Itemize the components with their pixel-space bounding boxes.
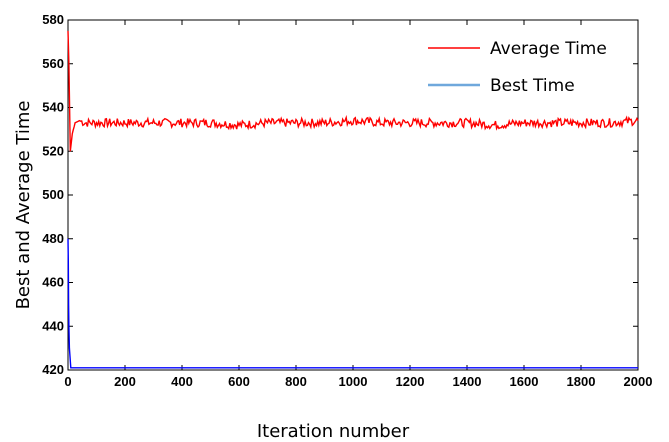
y-tick-label: 440	[42, 318, 64, 333]
x-tick-label: 400	[171, 374, 193, 389]
y-axis-label: Best and Average Time	[13, 101, 34, 310]
y-tick-label: 460	[42, 275, 64, 290]
x-axis: 0 200 400 600 800 1000 1200 1400 1600 1800 2000	[64, 20, 652, 389]
x-tick-label: 0	[64, 374, 71, 389]
y-tick-label: 420	[42, 362, 64, 377]
y-tick-label: 480	[42, 231, 64, 246]
legend-label: Average Time	[490, 39, 607, 59]
series-line-1	[67, 238, 638, 369]
series-layer	[67, 30, 639, 369]
y-tick-label: 560	[42, 56, 64, 71]
x-tick-label: 200	[114, 374, 136, 389]
x-tick-label: 600	[228, 374, 250, 389]
y-axis: 420 440 460 480 500 520 540 560 580	[42, 12, 638, 377]
x-tick-label: 800	[285, 374, 307, 389]
x-tick-label: 2000	[624, 374, 653, 389]
legend: Average Time Best Time	[428, 39, 607, 96]
y-tick-label: 580	[42, 12, 64, 27]
plot-area	[67, 19, 639, 371]
y-tick-label: 540	[42, 100, 64, 115]
x-axis-label: Iteration number	[257, 421, 410, 442]
x-tick-label: 1400	[453, 374, 482, 389]
plot-frame	[67, 19, 639, 371]
x-tick-label: 1000	[339, 374, 368, 389]
y-tick-label: 500	[42, 187, 64, 202]
y-tick-label: 520	[42, 143, 64, 158]
x-tick-label: 1800	[567, 374, 596, 389]
legend-label: Best Time	[490, 76, 575, 96]
series-line-0	[67, 30, 639, 152]
x-tick-label: 1200	[396, 374, 425, 389]
x-tick-label: 1600	[510, 374, 539, 389]
